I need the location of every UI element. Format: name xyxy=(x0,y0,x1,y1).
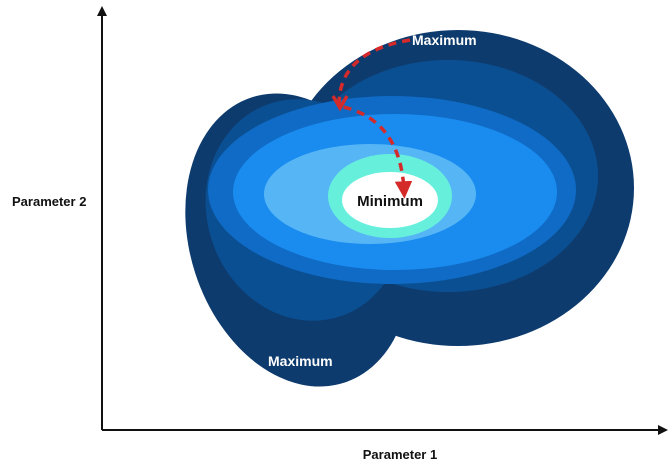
contour-levels xyxy=(149,30,634,416)
y-axis-label: Parameter 2 xyxy=(12,194,86,209)
x-axis-arrow-icon xyxy=(658,425,668,435)
y-axis-arrow-icon xyxy=(97,6,107,16)
maximum-bottom-label: Maximum xyxy=(268,353,333,369)
maximum-top-label: Maximum xyxy=(412,32,477,48)
x-axis-label: Parameter 1 xyxy=(363,447,437,462)
minimum-label: Minimum xyxy=(357,193,423,210)
